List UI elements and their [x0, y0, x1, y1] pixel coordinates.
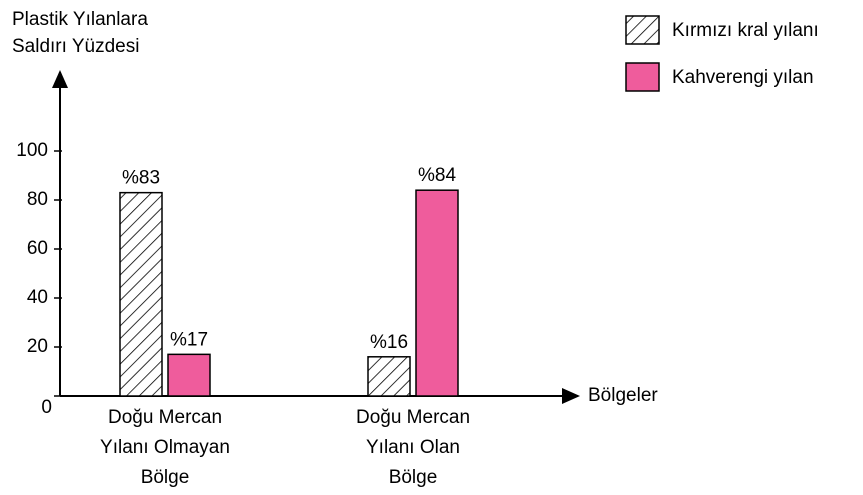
- x-tick-label: Doğu Mercan: [356, 407, 470, 428]
- legend-label: Kahverengi yılan: [672, 67, 814, 88]
- value-label: %84: [418, 165, 456, 186]
- y-tick-label: 100: [16, 140, 48, 161]
- y-tick-label: 40: [27, 287, 48, 308]
- bar: [367, 356, 411, 397]
- legend-swatch: [625, 15, 660, 45]
- y-tick-label: 20: [27, 336, 48, 357]
- x-tick-label: Bölge: [389, 467, 438, 488]
- y-axis-label: Saldırı Yüzdesi: [12, 36, 139, 57]
- x-tick-label: Bölge: [141, 467, 190, 488]
- value-label: %16: [370, 332, 408, 353]
- legend-swatch: [625, 62, 660, 92]
- x-tick-label: Yılanı Olan: [366, 437, 460, 458]
- legend-label: Kırmızı kral yılanı: [672, 20, 819, 41]
- bar: [167, 353, 211, 397]
- y-tick-label: 60: [27, 238, 48, 259]
- x-tick-label: Doğu Mercan: [108, 407, 222, 428]
- bar: [119, 191, 163, 397]
- bar: [415, 189, 459, 397]
- y-tick-label: 80: [27, 189, 48, 210]
- x-axis-label: Bölgeler: [588, 385, 658, 406]
- y-axis-label: Plastik Yılanlara: [12, 9, 148, 30]
- value-label: %17: [170, 329, 208, 350]
- x-tick-label: Yılanı Olmayan: [100, 437, 230, 458]
- value-label: %83: [122, 168, 160, 189]
- y-tick-label: 0: [41, 397, 52, 418]
